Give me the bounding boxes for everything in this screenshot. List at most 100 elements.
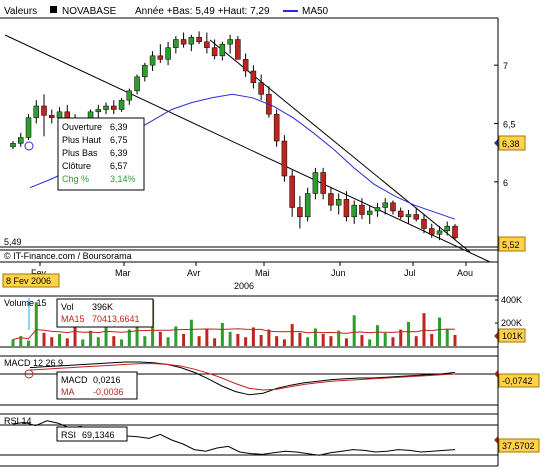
candle-body <box>149 55 156 66</box>
candle-body <box>49 115 55 118</box>
date-badge-text: 8 Fev 2006 <box>6 276 51 286</box>
volume-bar <box>34 302 38 346</box>
volume-badge <box>498 328 526 343</box>
year-range: Année +Bas: 5,49 +Haut: 7,29 <box>135 6 270 17</box>
volume-bar <box>282 339 286 346</box>
volume-bar <box>259 335 263 346</box>
macd-ma-label: MA <box>61 387 75 397</box>
rsi-label: RSI <box>61 430 76 440</box>
macd-signal-line <box>29 363 456 391</box>
volume-bar <box>58 333 62 346</box>
candle-body <box>374 207 381 212</box>
volume-bar <box>143 336 147 346</box>
macd-badge <box>498 373 540 388</box>
candle-body <box>219 43 226 57</box>
volume-bar <box>135 324 139 346</box>
candle-body <box>390 202 396 212</box>
candle-body <box>397 210 404 218</box>
tooltip-label-0: Ouverture <box>62 122 102 132</box>
volume-bar <box>344 338 348 346</box>
tooltip-label-2: Plus Bas <box>62 148 98 158</box>
candle-body <box>421 218 427 229</box>
candle-body <box>165 47 171 60</box>
candle-body <box>452 225 458 239</box>
volume-ma-line <box>12 328 456 340</box>
tooltip-value-3: 6,57 <box>110 161 128 171</box>
volume-bar <box>73 321 77 346</box>
tooltip-label-3: Clôture <box>62 161 91 171</box>
rsi-badge <box>498 438 540 453</box>
candle-body <box>382 202 388 208</box>
volume-bar <box>430 333 434 346</box>
volume-bar <box>166 337 170 346</box>
volume-bar <box>422 313 426 346</box>
candle-body <box>173 39 179 48</box>
macd-cursor-marker <box>24 369 34 379</box>
candle-body <box>41 105 47 116</box>
rsi-value: 69,1346 <box>82 430 115 440</box>
volume-bar <box>445 329 449 346</box>
volume-bar <box>27 340 31 346</box>
candle-body <box>25 117 32 138</box>
volume-bar <box>453 334 457 346</box>
candle-body <box>281 140 288 177</box>
candle-body <box>95 109 102 113</box>
price-badges: 6,38 5,52 <box>494 135 526 252</box>
volume-bar <box>337 330 341 346</box>
price-tick-label-0: 7 <box>503 61 508 71</box>
volume-tick-400k-label: 400K <box>501 295 522 305</box>
candle-body <box>142 64 148 78</box>
volume-bar <box>42 332 46 346</box>
candle-body <box>56 111 63 118</box>
candle-body <box>103 105 109 110</box>
volume-panel-title: Volume 15 <box>4 298 47 308</box>
ticker-square-icon <box>50 6 57 13</box>
tooltip-value-2: 6,39 <box>110 148 128 158</box>
volume-bar <box>368 339 372 346</box>
x-tick-label-3: Mai <box>255 268 270 278</box>
volume-bar <box>437 317 441 346</box>
volume-bar <box>406 321 410 346</box>
candle-body <box>436 230 443 235</box>
x-tick-label-6: Aou <box>457 268 473 278</box>
tooltip-value-0: 6,39 <box>110 122 128 132</box>
date-badge-box <box>2 273 60 288</box>
volume-bar <box>81 339 85 346</box>
macd-badge-arrow-icon <box>494 370 498 378</box>
volume-bar <box>197 336 201 346</box>
volume-bar <box>220 323 224 346</box>
macd-badge-text: -0,0742 <box>502 376 533 386</box>
volume-tick-200k-label: 200K <box>501 318 522 328</box>
x-tick-label-0: Fev <box>31 268 47 278</box>
macd-panel-title: MACD 12 26 9 <box>4 358 63 368</box>
candle-body <box>328 193 334 206</box>
macd-line <box>29 361 456 396</box>
volume-bar <box>375 325 379 346</box>
macd-panel: MACD 12 26 9 MACD 0,0216 MA -0,0036 -0,0… <box>0 355 540 406</box>
rsi-badge-arrow-icon <box>494 436 498 444</box>
volume-value: 396K <box>92 302 113 312</box>
candle-body <box>126 90 133 101</box>
candle-body <box>180 39 187 45</box>
candle-body <box>366 210 373 215</box>
candle-body <box>211 47 218 57</box>
tooltip-value-4: 3,14% <box>110 174 136 184</box>
candle-body <box>196 36 202 43</box>
volume-bar <box>120 339 124 346</box>
volume-bar <box>391 337 395 346</box>
volume-bar <box>399 329 403 346</box>
candle-body <box>258 82 264 95</box>
cursor-marker <box>24 141 34 151</box>
volume-bar <box>329 336 333 346</box>
x-tick-label-1: Mar <box>115 268 131 278</box>
x-tick-label-2: Avr <box>187 268 200 278</box>
tooltip-value-1: 6,75 <box>110 135 128 145</box>
volume-bar <box>275 336 279 346</box>
candle-body <box>289 175 295 208</box>
date-badge: 8 Fev 2006 <box>2 273 60 288</box>
volume-bar <box>89 330 93 346</box>
macd-ma-value: -0,0036 <box>93 387 124 397</box>
candle-body <box>405 214 412 218</box>
volume-bar <box>104 318 108 346</box>
